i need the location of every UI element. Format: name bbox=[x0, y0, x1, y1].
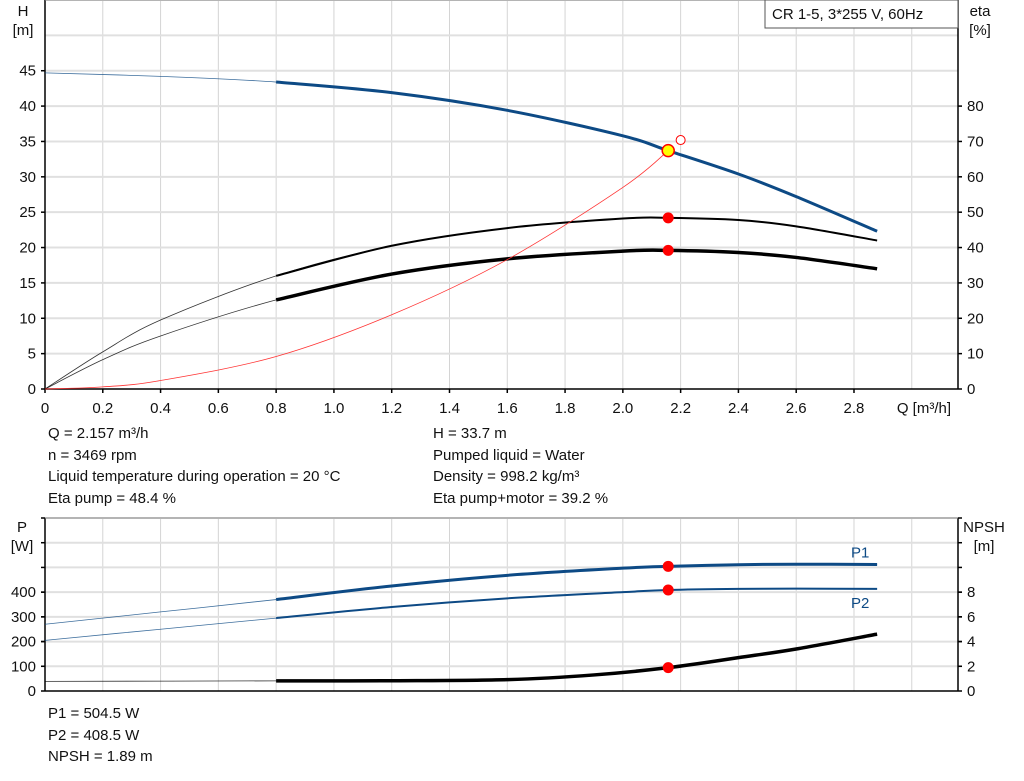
y-axis-label-left: [W] bbox=[11, 538, 34, 555]
series-P2-line bbox=[44, 588, 878, 641]
info-liquid: Pumped liquid = Water bbox=[433, 446, 585, 464]
y-tick-label-left: 20 bbox=[19, 240, 36, 257]
y-tick-label-left: 25 bbox=[19, 204, 36, 221]
series-eta_pump_motor-line bbox=[44, 249, 878, 390]
info-bottom: P1 = 504.5 W P2 = 408.5 W NPSH = 1.89 m bbox=[48, 703, 153, 768]
y-axis-label-right: [%] bbox=[969, 22, 991, 39]
y-tick-label-left: 100 bbox=[11, 658, 36, 675]
x-tick-label: 0.6 bbox=[208, 400, 229, 417]
y-tick-label-left: 45 bbox=[19, 63, 36, 80]
y-tick-label-right: 30 bbox=[967, 275, 984, 292]
y-tick-label-right: 0 bbox=[967, 683, 975, 700]
requested-point-marker bbox=[675, 135, 686, 146]
y-tick-label-left: 0 bbox=[28, 683, 36, 700]
legend-box-text: CR 1-5, 3*255 V, 60Hz bbox=[772, 6, 923, 23]
series-eta_pump-operating-range bbox=[275, 216, 878, 277]
x-tick-label: 2.2 bbox=[670, 400, 691, 417]
y-tick-label-right: 70 bbox=[967, 133, 984, 150]
series-label-P1: P1 bbox=[851, 544, 869, 561]
y-axis-label-right: NPSH bbox=[963, 519, 1005, 536]
x-axis-label: Q [m³/h] bbox=[897, 400, 951, 417]
y-tick-label-left: 400 bbox=[11, 584, 36, 601]
y-tick-label-right: 0 bbox=[967, 381, 975, 398]
y-tick-label-left: 5 bbox=[28, 346, 36, 363]
series-H-line bbox=[44, 72, 878, 232]
info-flow: Q = 2.157 m³/h bbox=[48, 425, 149, 442]
y-axis-label-right: [m] bbox=[974, 538, 995, 555]
x-tick-label: 0 bbox=[41, 400, 49, 417]
y-tick-label-right: 50 bbox=[967, 204, 984, 221]
info-npsh: NPSH = 1.89 m bbox=[48, 748, 153, 766]
y-tick-label-right: 10 bbox=[967, 346, 984, 363]
x-tick-label: 1.8 bbox=[555, 400, 576, 417]
duty-point-marker bbox=[662, 212, 674, 224]
x-tick-label: 0.8 bbox=[266, 400, 287, 417]
y-tick-label-left: 30 bbox=[19, 169, 36, 186]
info-temperature: Liquid temperature during operation = 20… bbox=[48, 468, 341, 486]
duty-point-marker bbox=[662, 584, 674, 596]
x-tick-label: 0.2 bbox=[92, 400, 113, 417]
y-tick-label-left: 0 bbox=[28, 381, 36, 398]
series-system-line bbox=[44, 150, 669, 390]
series-NPSH-operating-range bbox=[276, 632, 878, 683]
y-tick-label-right: 8 bbox=[967, 584, 975, 601]
info-p1: P1 = 504.5 W bbox=[48, 705, 140, 722]
y-tick-label-left: 10 bbox=[19, 310, 36, 327]
info-top-right: H = 33.7 m Pumped liquid = Water Density… bbox=[433, 423, 608, 509]
series-P2-operating-range bbox=[276, 587, 878, 620]
y-axis-label-left: [m] bbox=[13, 22, 34, 39]
series-label-P2: P2 bbox=[851, 595, 869, 612]
series-H-operating-range bbox=[276, 80, 878, 233]
y-axis-label-right: eta bbox=[970, 3, 992, 20]
x-tick-label: 2.8 bbox=[844, 400, 865, 417]
y-tick-label-right: 2 bbox=[967, 658, 975, 675]
y-tick-label-right: 40 bbox=[967, 240, 984, 257]
x-tick-label: 2.6 bbox=[786, 400, 807, 417]
duty-point-marker bbox=[662, 244, 674, 256]
y-tick-label-left: 35 bbox=[19, 133, 36, 150]
y-axis-label-left: H bbox=[18, 3, 29, 20]
y-tick-label-right: 20 bbox=[967, 310, 984, 327]
y-tick-label-right: 6 bbox=[967, 609, 975, 626]
x-tick-label: 1.0 bbox=[323, 400, 344, 417]
y-tick-label-left: 200 bbox=[11, 634, 36, 651]
x-tick-label: 2.0 bbox=[612, 400, 633, 417]
power-npsh-plot: 0 100 200 300 400 0 2 4 6 8 P [W] NPSH [m] P1 P2 bbox=[11, 517, 1005, 700]
y-tick-label-left: 300 bbox=[11, 609, 36, 626]
y-tick-label-right: 80 bbox=[967, 98, 984, 115]
x-tick-label: 0.4 bbox=[150, 400, 171, 417]
legend-box bbox=[764, 0, 959, 29]
series-eta_pump_motor-operating-range bbox=[275, 248, 878, 302]
info-head: H = 33.7 m bbox=[433, 425, 507, 442]
y-tick-label-left: 40 bbox=[19, 98, 36, 115]
y-axis-label-left: P bbox=[17, 519, 27, 536]
info-top-left: Q = 2.157 m³/h n = 3469 rpm Liquid tempe… bbox=[48, 423, 340, 509]
info-density: Density = 998.2 kg/m³ bbox=[433, 468, 580, 486]
info-p2: P2 = 408.5 W bbox=[48, 726, 140, 744]
info-eta-pump: Eta pump = 48.4 % bbox=[48, 489, 176, 507]
info-speed: n = 3469 rpm bbox=[48, 446, 137, 464]
series-P1-operating-range bbox=[275, 562, 878, 602]
head-efficiency-plot: 0 5 10 15 20 25 30 35 40 45 0 10 20 30 40 50 60 70 80 0 0.2 0… bbox=[13, 0, 992, 417]
info-eta-pump-motor: Eta pump+motor = 39.2 % bbox=[433, 489, 609, 507]
series-eta_pump-line bbox=[44, 217, 878, 390]
duty-point-marker bbox=[661, 143, 675, 158]
x-tick-label: 1.2 bbox=[381, 400, 402, 417]
y-tick-label-left: 15 bbox=[19, 275, 36, 292]
duty-point-marker bbox=[662, 560, 674, 572]
y-tick-label-right: 60 bbox=[967, 169, 984, 186]
duty-point-marker bbox=[662, 662, 674, 674]
y-tick-label-right: 4 bbox=[967, 634, 975, 651]
x-tick-label: 1.6 bbox=[497, 400, 518, 417]
series-P1-line bbox=[44, 563, 878, 625]
x-tick-label: 1.4 bbox=[439, 400, 460, 417]
x-tick-label: 2.4 bbox=[728, 400, 749, 417]
